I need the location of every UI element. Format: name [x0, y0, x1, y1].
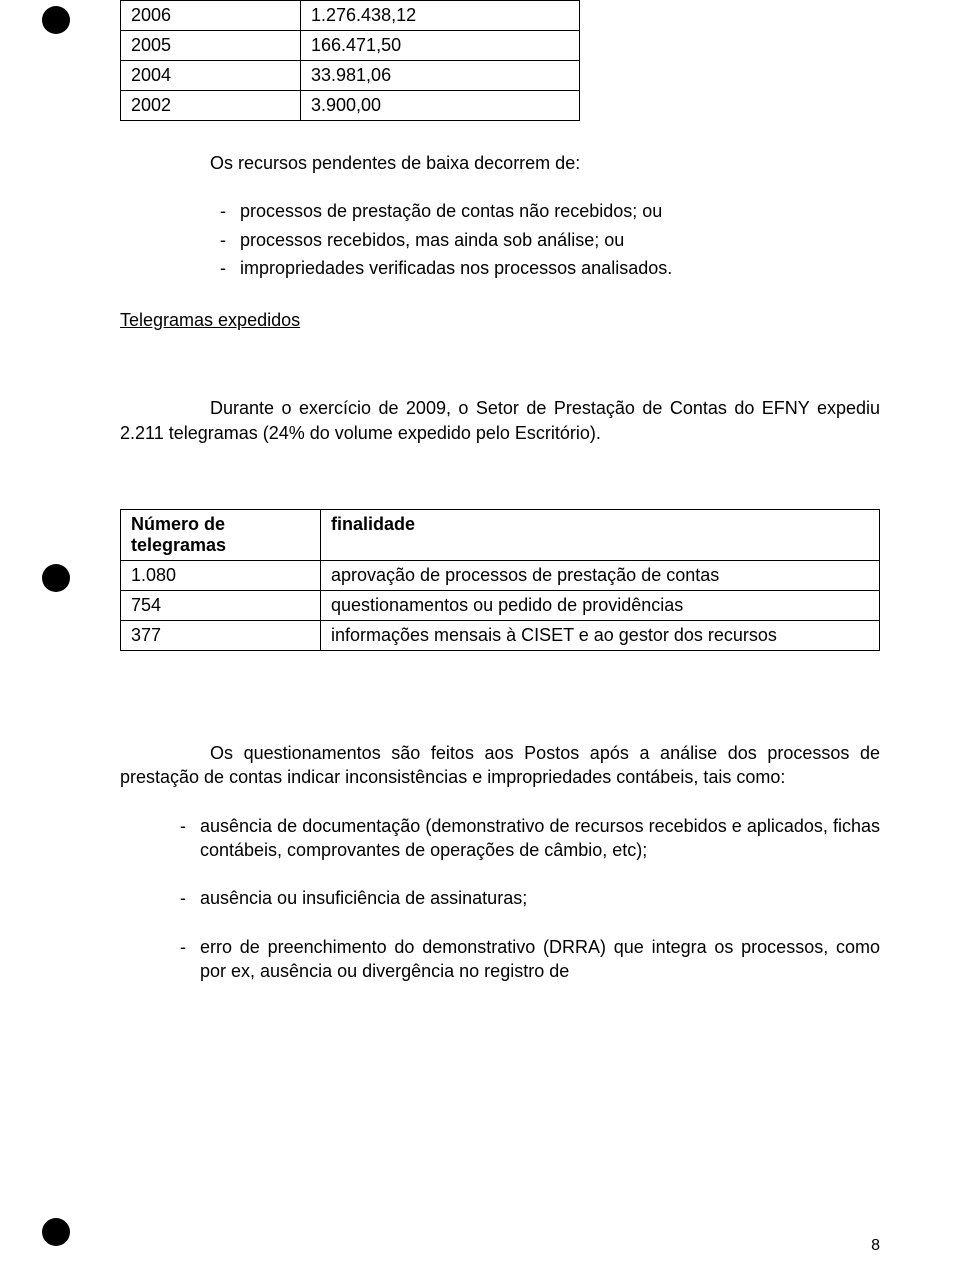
dash-icon: -	[220, 228, 226, 252]
list-item: - erro de preenchimento do demonstrativo…	[180, 935, 880, 984]
th-numero: Número de telegramas	[121, 510, 321, 561]
table-years-values: 2006 1.276.438,12 2005 166.471,50 2004 3…	[120, 0, 580, 121]
list-item-text: processos de prestação de contas não rec…	[240, 199, 880, 223]
document-page: 2006 1.276.438,12 2005 166.471,50 2004 3…	[0, 0, 960, 1265]
heading-text: Telegramas expedidos	[120, 310, 300, 330]
cell-year: 2005	[121, 31, 301, 61]
dash-icon: -	[180, 886, 186, 910]
table-row: 2002 3.900,00	[121, 91, 580, 121]
table-row: 754 questionamentos ou pedido de providê…	[121, 591, 880, 621]
margin-bullet-top	[42, 6, 70, 34]
dash-icon: -	[220, 256, 226, 280]
paragraph-telegramas: Durante o exercício de 2009, o Setor de …	[120, 396, 880, 445]
table-row: 2006 1.276.438,12	[121, 1, 580, 31]
list-impropriedades: - ausência de documentação (demonstrativ…	[120, 814, 880, 983]
cell-value: 3.900,00	[301, 91, 580, 121]
list-item-text: ausência de documentação (demonstrativo …	[200, 814, 880, 863]
list-recursos: - processos de prestação de contas não r…	[120, 199, 880, 280]
list-item: - processos de prestação de contas não r…	[220, 199, 880, 223]
dash-icon: -	[180, 935, 186, 984]
table-row: 377 informações mensais à CISET e ao ges…	[121, 621, 880, 651]
margin-bullet-middle	[42, 564, 70, 592]
list-item: - ausência de documentação (demonstrativ…	[180, 814, 880, 863]
cell-numero: 1.080	[121, 561, 321, 591]
cell-year: 2006	[121, 1, 301, 31]
table-telegramas: Número de telegramas finalidade 1.080 ap…	[120, 509, 880, 651]
list-item-text: impropriedades verificadas nos processos…	[240, 256, 880, 280]
table-row: 2005 166.471,50	[121, 31, 580, 61]
heading-telegramas: Telegramas expedidos	[120, 308, 880, 332]
cell-value: 1.276.438,12	[301, 1, 580, 31]
dash-icon: -	[180, 814, 186, 863]
cell-finalidade: informações mensais à CISET e ao gestor …	[321, 621, 880, 651]
cell-numero: 754	[121, 591, 321, 621]
list-item-text: processos recebidos, mas ainda sob análi…	[240, 228, 880, 252]
cell-year: 2004	[121, 61, 301, 91]
list-item: - processos recebidos, mas ainda sob aná…	[220, 228, 880, 252]
cell-numero: 377	[121, 621, 321, 651]
list-item: - impropriedades verificadas nos process…	[220, 256, 880, 280]
cell-value: 166.471,50	[301, 31, 580, 61]
table-row: 2004 33.981,06	[121, 61, 580, 91]
spacer	[120, 469, 880, 509]
th-finalidade: finalidade	[321, 510, 880, 561]
paragraph-questionamentos: Os questionamentos são feitos aos Postos…	[120, 741, 880, 790]
list-item-text: ausência ou insuficiência de assinaturas…	[200, 886, 880, 910]
table-header-row: Número de telegramas finalidade	[121, 510, 880, 561]
cell-finalidade: questionamentos ou pedido de providência…	[321, 591, 880, 621]
dash-icon: -	[220, 199, 226, 223]
cell-value: 33.981,06	[301, 61, 580, 91]
page-number: 8	[871, 1237, 880, 1255]
cell-finalidade: aprovação de processos de prestação de c…	[321, 561, 880, 591]
paragraph-intro: Os recursos pendentes de baixa decorrem …	[120, 151, 880, 175]
margin-bullet-bottom	[42, 1218, 70, 1246]
list-item: - ausência ou insuficiência de assinatur…	[180, 886, 880, 910]
spacer	[120, 681, 880, 741]
table-row: 1.080 aprovação de processos de prestaçã…	[121, 561, 880, 591]
spacer	[120, 356, 880, 396]
list-item-text: erro de preenchimento do demonstrativo (…	[200, 935, 880, 984]
cell-year: 2002	[121, 91, 301, 121]
